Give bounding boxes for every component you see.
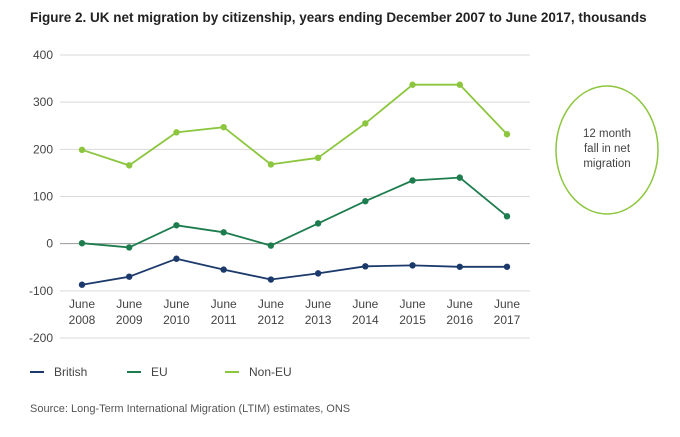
x-tick-label: June 2009 [116, 297, 143, 327]
data-point-non-eu [314, 154, 322, 162]
data-point-british [220, 266, 227, 273]
data-point-non-eu [456, 81, 463, 88]
legend-label-eu: EU [151, 365, 168, 379]
data-point-british [362, 263, 369, 270]
data-point-eu [173, 222, 180, 229]
x-tick-label: June 2016 [446, 297, 473, 327]
data-point-non-eu [220, 123, 227, 131]
data-point-eu [456, 174, 463, 181]
legend-swatch-non-eu [225, 371, 239, 373]
legend-item-eu: EU [127, 365, 168, 379]
x-tick-label: June 2012 [258, 297, 285, 327]
data-point-british [267, 276, 275, 283]
data-point-non-eu [173, 129, 180, 136]
y-tick-label: 200 [33, 142, 53, 156]
legend-swatch-eu [127, 371, 141, 373]
data-point-british [173, 255, 180, 262]
legend-item-non-eu: Non-EU [225, 365, 292, 379]
data-point-british [456, 263, 463, 270]
series-line-non-eu [81, 83, 508, 167]
series-line-british [81, 257, 507, 286]
x-tick-label: June 2010 [163, 297, 190, 327]
line-chart: 400 300 200 100 0 -100 -200 June 2008 June 2009 Jun… [29, 48, 659, 345]
x-tick-label: June 2011 [211, 297, 237, 327]
annotation-text: 12 month fall in net migration [583, 128, 631, 170]
annotation-ellipse [555, 85, 659, 215]
data-point-eu [78, 239, 86, 247]
data-point-eu [362, 198, 369, 205]
data-point-british [78, 281, 86, 288]
data-point-british [409, 262, 416, 269]
data-point-eu [314, 220, 322, 227]
data-point-eu [503, 213, 511, 220]
y-tick-label: 300 [33, 95, 53, 109]
legend-swatch-british [30, 371, 44, 373]
data-point-non-eu [409, 81, 416, 88]
data-point-non-eu [267, 161, 275, 168]
y-tick-label: -100 [29, 284, 53, 298]
legend-label-british: British [54, 365, 88, 379]
x-tick-label: June 2017 [494, 297, 521, 327]
y-tick-label: 100 [33, 190, 53, 204]
data-point-eu [126, 244, 133, 251]
data-point-non-eu [126, 162, 133, 169]
source-note: Source: Long-Term International Migratio… [30, 403, 351, 415]
x-tick-label: June 2014 [352, 297, 379, 327]
x-tick-label: June 2013 [305, 297, 332, 327]
data-point-non-eu [503, 131, 511, 138]
data-point-british [503, 263, 511, 270]
y-tick-label: -200 [29, 331, 53, 345]
legend-item-british: British [30, 365, 87, 379]
data-point-british [126, 273, 133, 280]
data-point-eu [220, 229, 227, 236]
y-tick-label: 400 [33, 48, 53, 62]
data-point-non-eu [362, 120, 369, 127]
chart-title: Figure 2. UK net migration by citizenshi… [30, 10, 647, 25]
data-point-non-eu [78, 146, 86, 154]
data-point-eu [409, 177, 416, 184]
data-point-british [314, 270, 322, 277]
y-tick-label: 0 [46, 237, 53, 251]
legend-label-non-eu: Non-EU [249, 365, 292, 379]
series-line-eu [81, 176, 508, 249]
x-tick-label: June 2008 [69, 297, 96, 327]
data-point-eu [267, 242, 275, 249]
x-tick-label: June 2015 [399, 297, 426, 327]
